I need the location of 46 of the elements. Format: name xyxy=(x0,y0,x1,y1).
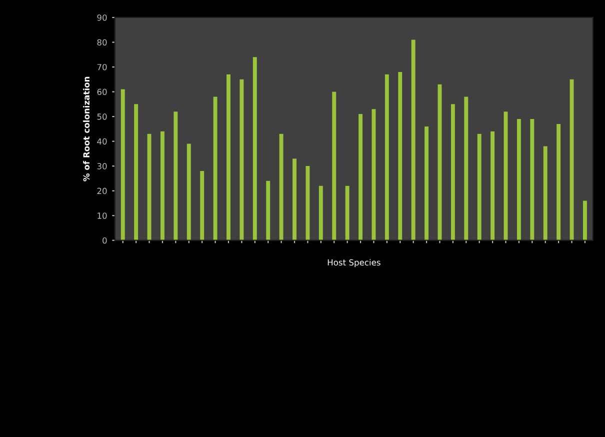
y-tick-label: 90 xyxy=(97,14,107,21)
bar xyxy=(345,186,350,240)
bar xyxy=(306,166,310,240)
bar xyxy=(134,104,138,240)
bar xyxy=(477,134,482,240)
x-axis-title: Host Species xyxy=(328,259,380,268)
y-tick-label: 50 xyxy=(97,114,107,120)
bar xyxy=(186,144,191,240)
bar xyxy=(530,119,534,240)
bar xyxy=(384,74,389,240)
y-tick-label: 20 xyxy=(97,188,107,194)
y-axis-title: % of Root colonization xyxy=(83,76,90,182)
bar xyxy=(120,89,125,240)
y-tick-label: 80 xyxy=(97,39,107,46)
bar xyxy=(318,186,323,240)
bar xyxy=(398,72,402,240)
bar xyxy=(570,79,574,240)
bar xyxy=(516,119,521,240)
bar xyxy=(332,92,336,240)
y-tick-label: 10 xyxy=(98,212,107,219)
y-tick-label: 70 xyxy=(97,64,107,70)
bar xyxy=(174,112,178,240)
bar xyxy=(266,180,270,240)
bar xyxy=(411,40,416,240)
bar xyxy=(226,74,230,240)
y-tick-label: 40 xyxy=(97,138,107,145)
bar xyxy=(372,109,376,240)
y-tick-label: 30 xyxy=(97,163,107,170)
y-tick-label: 60 xyxy=(97,88,107,96)
bar xyxy=(279,134,284,240)
bar xyxy=(543,146,548,240)
bar xyxy=(292,158,296,240)
bar xyxy=(160,131,164,240)
bar xyxy=(213,96,218,240)
bar xyxy=(252,57,257,240)
bar xyxy=(358,114,363,240)
bar xyxy=(147,134,152,240)
bar xyxy=(556,124,561,240)
bar xyxy=(464,96,468,240)
bar xyxy=(450,104,455,240)
bar xyxy=(240,79,244,240)
bar xyxy=(424,126,429,240)
bar xyxy=(200,171,204,240)
bar xyxy=(583,200,587,240)
bar xyxy=(490,131,495,240)
y-tick-label: 0 xyxy=(102,237,107,244)
